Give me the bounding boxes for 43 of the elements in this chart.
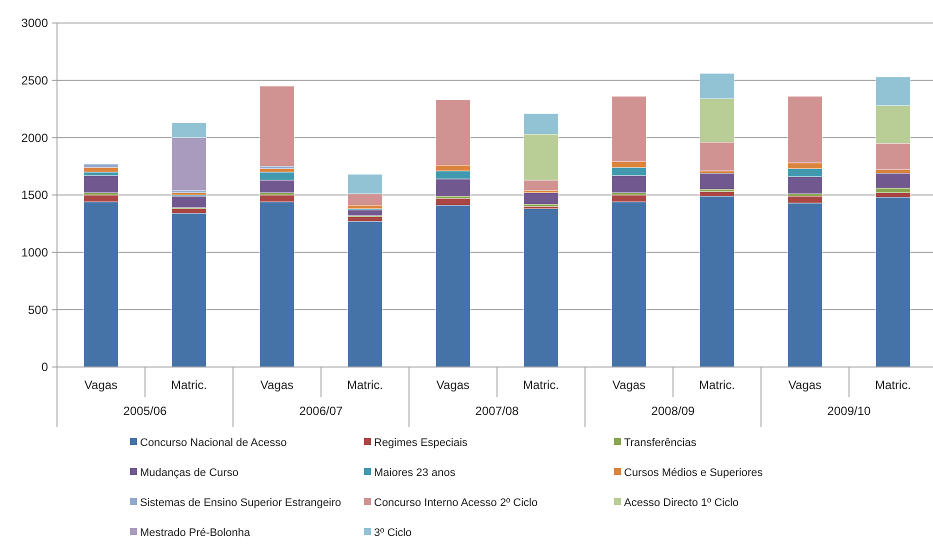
legend-label: Acesso Directo 1º Ciclo [624, 496, 739, 509]
y-tick-label: 2500 [21, 74, 48, 88]
bar [348, 221, 382, 368]
bar [84, 175, 118, 193]
legend-label: 3º Ciclo [374, 526, 412, 539]
x-tick-label: Matric. [171, 378, 207, 392]
bar [172, 213, 206, 368]
bar [700, 173, 734, 190]
x-tick-label: Matric. [699, 378, 735, 392]
legend-label: Sistemas de Ensino Superior Estrangeiro [140, 496, 342, 509]
legend-label: Mestrado Pré-Bolonha [140, 526, 251, 539]
x-tick-label: Vagas [84, 378, 118, 392]
x-tick-label: Matric. [875, 378, 911, 392]
y-tick-label: 500 [28, 302, 48, 317]
x-tick-label: Vagas [612, 378, 646, 392]
legend-label: Mudanças de Curso [140, 466, 238, 479]
legend-label: Concurso Nacional de Acesso [140, 436, 287, 449]
y-tick-label: 2000 [21, 130, 48, 145]
bar [524, 192, 558, 204]
x-tick-label: Matric. [523, 378, 559, 392]
text: 2007/08 [475, 404, 520, 418]
text: 2006/07 [299, 404, 344, 418]
legend-label: Regimes Especiais [374, 436, 468, 449]
x-tick-label: Vagas [436, 378, 470, 392]
y-tick-label: 1000 [21, 246, 48, 260]
x-tick-label: Matric. [347, 378, 383, 392]
legend-label: Concurso Interno Acesso 2º Ciclo [374, 496, 538, 509]
y-tick-label: 0 [41, 360, 48, 374]
bar [524, 208, 558, 368]
text: 2005/06 [123, 404, 168, 418]
bar [84, 167, 118, 172]
legend-label: Transferências [624, 436, 697, 449]
x-tick-label: Vagas [788, 378, 822, 392]
bar [260, 86, 294, 167]
text: 2008/09 [651, 404, 696, 418]
bar [876, 197, 910, 368]
x-tick-label: Vagas [260, 378, 294, 392]
bar [700, 196, 734, 368]
y-tick-label: 1500 [21, 188, 48, 202]
text: 2009/10 [827, 404, 872, 418]
legend-label: Cursos Médios e Superiores [624, 466, 764, 479]
legend-label: Maiores 23 anos [374, 466, 456, 479]
y-tick-label: 3000 [21, 16, 48, 30]
